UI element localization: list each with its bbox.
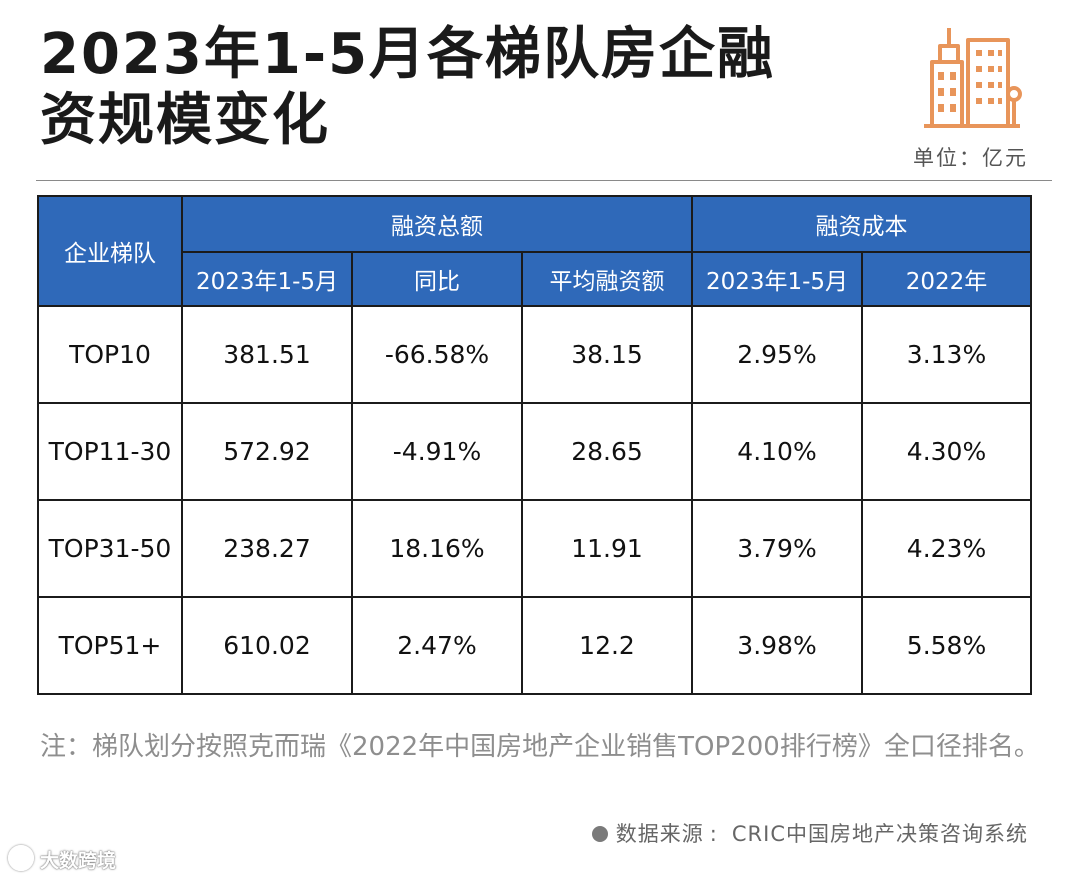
subheader-cost-2023: 2023年1-5月 [691,251,864,307]
subheader-average: 平均融资额 [520,251,694,307]
subheader-total-2023: 2023年1-5月 [181,251,353,307]
header-tier: 企业梯队 [37,195,183,307]
unit-label: 单位：亿元 [913,146,1028,170]
table-row: TOP31-50 238.27 18.16% 11.91 3.79% 4.23% [37,499,1033,598]
brand-name: 大数跨境 [40,850,117,872]
brand-watermark: 大数跨境 [8,845,116,873]
cell-cost-2022: 5.58% [861,596,1033,695]
cell-cost-2023: 3.79% [691,499,864,598]
cell-tier: TOP11-30 [37,402,183,501]
cell-average: 12.2 [520,596,694,695]
data-source: 数据来源: CRIC中国房地产决策咨询系统 [591,818,1028,848]
subheader-cost-2022: 2022年 [861,251,1033,307]
cell-tier: TOP31-50 [37,499,183,598]
source-colon: : [709,822,718,846]
table-header-row: 企业梯队 融资总额 融资成本 [37,195,1033,307]
cell-tier: TOP51+ [37,596,183,695]
cell-cost-2023: 4.10% [691,402,864,501]
cell-average: 38.15 [520,305,694,404]
cell-total: 238.27 [181,499,353,598]
table-row: TOP51+ 610.02 2.47% 12.2 3.98% 5.58% [37,596,1033,695]
cell-yoy: -4.91% [351,402,523,501]
cell-cost-2023: 2.95% [691,305,864,404]
title-line-1: 2023年1-5月各梯队房企融 [40,22,776,87]
title-line-2: 资规模变化 [40,88,330,153]
cell-yoy: -66.58% [351,305,523,404]
cell-cost-2022: 3.13% [861,305,1033,404]
cell-total: 381.51 [181,305,353,404]
cell-total: 572.92 [181,402,353,501]
cell-tier: TOP10 [37,305,183,404]
page-title: 2023年1-5月各梯队房企融 资规模变化 [40,22,775,154]
footnote: 注：梯队划分按照克而瑞《2022年中国房地产企业销售TOP200排行榜》全口径排… [40,732,1040,762]
source-text: CRIC中国房地产决策咨询系统 [731,822,1028,846]
cell-average: 11.91 [520,499,694,598]
cell-yoy: 18.16% [351,499,523,598]
cell-yoy: 2.47% [351,596,523,695]
table-row: TOP11-30 572.92 -4.91% 28.65 4.10% 4.30% [37,402,1033,501]
financing-table: 企业梯队 融资总额 融资成本 2023年1-5月 同比 平均融资额 2023年1… [37,195,1033,695]
brand-logo-icon [8,845,34,871]
table-subheader-row: 2023年1-5月 同比 平均融资额 2023年1-5月 2022年 [38,251,1033,307]
source-label: 数据来源 [615,822,704,846]
building-icon [924,28,1022,128]
table-row: TOP10 381.51 -66.58% 38.15 2.95% 3.13% [37,305,1033,404]
cell-cost-2023: 3.98% [691,596,864,695]
cell-total: 610.02 [181,596,353,695]
subheader-yoy: 同比 [351,251,523,307]
cell-average: 28.65 [520,402,694,501]
header-financing-cost: 融资成本 [691,195,1033,253]
divider [36,180,1052,181]
bullet-icon [591,826,608,842]
cell-cost-2022: 4.30% [861,402,1033,501]
header-financing-total: 融资总额 [180,195,694,253]
cell-cost-2022: 4.23% [861,499,1033,598]
